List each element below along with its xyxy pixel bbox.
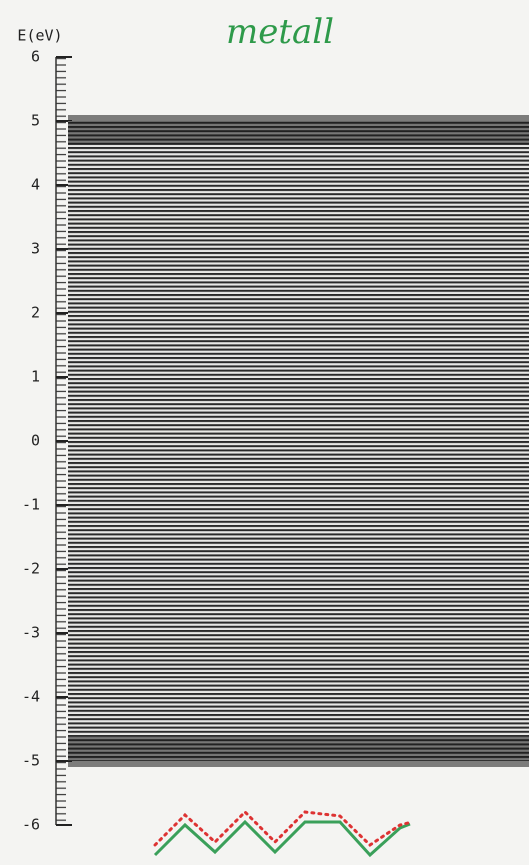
y-tick-label: 1 <box>31 368 40 386</box>
zigzag-dots <box>155 812 412 845</box>
y-tick-label: 2 <box>31 304 40 322</box>
decoration <box>155 812 412 855</box>
band-edge-top <box>68 115 529 145</box>
y-tick-label: -2 <box>22 560 40 578</box>
y-tick-label: 4 <box>31 176 40 194</box>
y-tick-label: 0 <box>31 432 40 450</box>
y-tick-label: 5 <box>31 112 40 130</box>
zigzag <box>155 822 410 855</box>
y-tick-label: -5 <box>22 752 40 770</box>
y-tick-label: -6 <box>22 816 40 834</box>
y-axis-label: E(eV) <box>17 27 62 45</box>
chart-title: metall <box>226 12 334 52</box>
y-tick-label: 3 <box>31 240 40 258</box>
y-tick-label: -3 <box>22 624 40 642</box>
y-tick-label: -4 <box>22 688 40 706</box>
band-edge-bottom <box>68 737 529 767</box>
chart: metall E(eV) 6 5 4 3 2 1 0 -1 -2 -3 -4 -5 -6 <box>0 0 529 865</box>
y-tick-label: 6 <box>31 48 40 66</box>
y-tick-label: -1 <box>22 496 40 514</box>
band <box>68 121 529 761</box>
